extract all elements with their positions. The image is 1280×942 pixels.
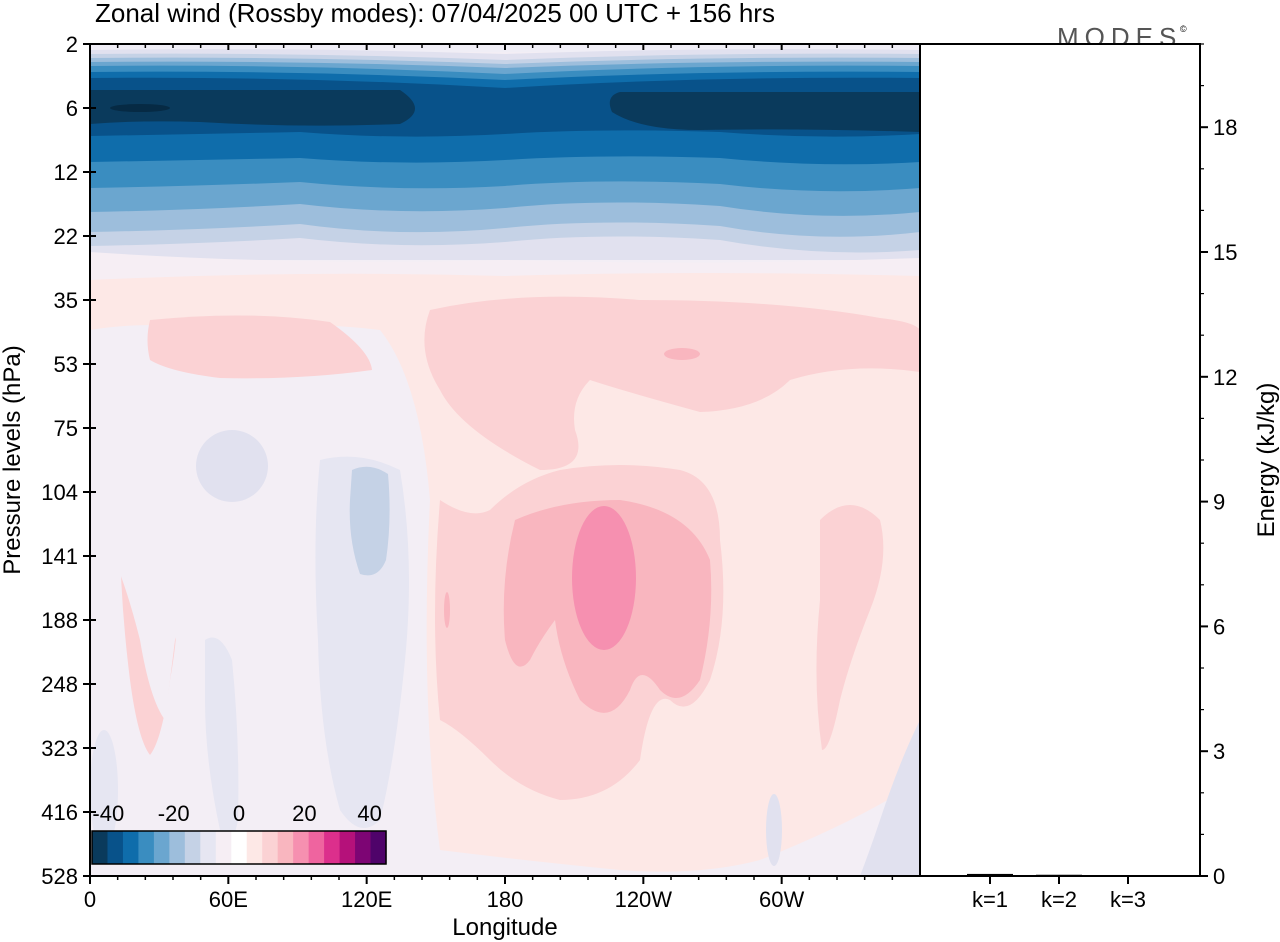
- colorbar-swatch: [138, 831, 155, 864]
- energy-tick-label: 12: [1213, 365, 1237, 390]
- x-axis-label: Longitude: [452, 914, 557, 941]
- colorbar-swatch: [246, 831, 263, 864]
- energy-category-label: k=2: [1041, 887, 1077, 912]
- energy-bars: k=1 k=2 k=3: [967, 873, 1151, 912]
- colorbar-swatch: [184, 831, 201, 864]
- energy-tick-label: 3: [1213, 739, 1225, 764]
- colorbar-swatch: [324, 831, 341, 864]
- chart-title: Zonal wind (Rossby modes): 07/04/2025 00…: [95, 0, 775, 28]
- energy-bar: [1036, 874, 1082, 877]
- y-tick-label: 6: [66, 96, 78, 121]
- x-tick-label: 120E: [341, 887, 392, 912]
- colorbar-swatch: [169, 831, 186, 864]
- colorbar-swatch: [200, 831, 217, 864]
- y-tick-label: 104: [41, 480, 78, 505]
- logo-copyright-mark: ©: [1180, 24, 1187, 34]
- energy-axis-label: Energy (kJ/kg): [1253, 383, 1280, 538]
- x-ticks: 0 60E 120E 180 120W 60W: [84, 44, 894, 912]
- y-tick-label: 12: [54, 160, 78, 185]
- y-ticks: 2 6 12 22 35 53 75 104 141 188 248 323 416 528: [41, 32, 96, 889]
- y-tick-label: 2: [66, 32, 78, 57]
- y-tick-label: 22: [54, 224, 78, 249]
- energy-panel: [919, 43, 1201, 877]
- colorbar-tick-label: 20: [292, 801, 316, 826]
- x-tick-label: 60W: [759, 887, 804, 912]
- colorbar-swatch: [262, 831, 279, 864]
- colorbar-swatch: [370, 831, 387, 864]
- colorbar-swatch: [277, 831, 294, 864]
- colorbar-swatch: [355, 831, 372, 864]
- energy-category-label: k=1: [972, 887, 1008, 912]
- x-tick-label: 120W: [615, 887, 673, 912]
- colorbar-swatch: [215, 831, 232, 864]
- energy-category-label: k=3: [1110, 887, 1146, 912]
- energy-tick-label: 18: [1213, 115, 1237, 140]
- energy-tick-label: 9: [1213, 490, 1225, 515]
- y-tick-label: 75: [54, 416, 78, 441]
- energy-tick-label: 0: [1213, 864, 1225, 889]
- colorbar-swatch: [153, 831, 170, 864]
- energy-tick-label: 6: [1213, 614, 1225, 639]
- y-tick-label: 53: [54, 352, 78, 377]
- energy-y-ticks: 0 3 6 9 12 15 18: [1200, 43, 1237, 889]
- y-tick-label: 35: [54, 288, 78, 313]
- colorbar-swatch: [122, 831, 140, 864]
- y-tick-label: 248: [41, 672, 78, 697]
- energy-bar: [967, 873, 1013, 876]
- energy-tick-label: 15: [1213, 240, 1237, 265]
- contour-plot: [90, 44, 920, 876]
- y-tick-label: 528: [41, 864, 78, 889]
- colorbar-tick-label: -40: [92, 801, 124, 826]
- colorbar-tick-label: -20: [158, 801, 190, 826]
- y-tick-label: 141: [41, 544, 78, 569]
- colorbar-swatch: [107, 831, 124, 864]
- x-tick-label: 0: [84, 887, 96, 912]
- y-tick-label: 416: [41, 800, 78, 825]
- energy-bar: [1105, 875, 1151, 877]
- colorbar-tick-label: 0: [233, 801, 245, 826]
- colorbar-swatch: [293, 831, 310, 864]
- colorbar-swatch: [92, 831, 109, 864]
- colorbar-swatch: [308, 831, 325, 864]
- colorbar-tick-label: 40: [357, 801, 381, 826]
- x-tick-label: 60E: [209, 887, 248, 912]
- x-tick-label: 180: [487, 887, 524, 912]
- colorbar-swatch: [231, 831, 248, 864]
- colorbar-border: [91, 830, 387, 865]
- colorbar: -40 -20 0 20 40: [91, 801, 387, 865]
- colorbar-swatch: [339, 831, 356, 864]
- y-tick-label: 323: [41, 736, 78, 761]
- y-tick-label: 188: [41, 608, 78, 633]
- y-axis-label: Pressure levels (hPa): [0, 345, 26, 574]
